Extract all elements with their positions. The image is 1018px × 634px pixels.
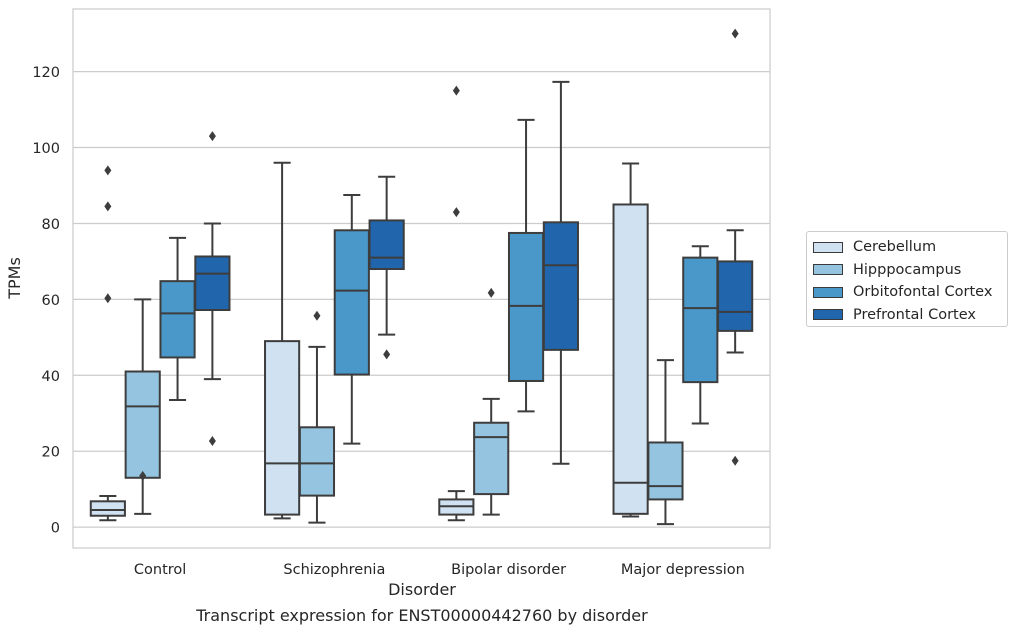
box-iqr bbox=[124, 370, 161, 479]
box-iqr bbox=[647, 441, 684, 501]
box-hipppocampus bbox=[647, 359, 684, 526]
legend-label: Orbitofontal Cortex bbox=[853, 284, 993, 301]
outlier-point bbox=[383, 349, 391, 360]
y-tick-label: 80 bbox=[42, 217, 60, 233]
legend: Cerebellum Hipppocampus Orbitofontal Cor… bbox=[806, 231, 1008, 327]
x-tick-label: Schizophrenia bbox=[283, 562, 385, 578]
legend-item-cerebellum: Cerebellum bbox=[813, 236, 1007, 259]
y-tick-label: 20 bbox=[42, 445, 60, 461]
box-iqr bbox=[298, 426, 336, 497]
box-hipppocampus bbox=[473, 287, 510, 516]
y-axis-ticks: 0 20 40 60 80 100 120 bbox=[32, 65, 60, 536]
box-iqr bbox=[717, 260, 754, 332]
chart-caption: Transcript expression for ENST0000044276… bbox=[196, 606, 648, 625]
box-iqr bbox=[264, 340, 301, 516]
box-hipppocampus bbox=[298, 310, 336, 524]
outlier-point bbox=[139, 470, 147, 481]
box-iqr bbox=[507, 231, 545, 382]
box-hipppocampus bbox=[124, 298, 161, 515]
box-cerebellum bbox=[612, 162, 649, 518]
y-tick-label: 40 bbox=[42, 369, 60, 385]
box-iqr bbox=[542, 221, 579, 351]
outlier-point bbox=[731, 28, 739, 39]
box-orbitofontal-cortex bbox=[507, 118, 545, 413]
outlier-point bbox=[208, 131, 216, 142]
box-iqr bbox=[473, 421, 510, 496]
y-tick-label: 120 bbox=[32, 65, 60, 81]
box-iqr bbox=[89, 500, 126, 517]
outlier-point bbox=[452, 207, 460, 218]
outlier-point bbox=[208, 435, 216, 446]
box-prefrontal-cortex bbox=[368, 175, 405, 360]
legend-label: Cerebellum bbox=[853, 239, 937, 256]
x-tick-label: Major depression bbox=[621, 562, 745, 578]
box-prefrontal-cortex bbox=[542, 80, 579, 465]
box-iqr bbox=[682, 256, 719, 384]
box-cerebellum bbox=[264, 161, 301, 520]
box-orbitofontal-cortex bbox=[333, 193, 370, 445]
outlier-point bbox=[487, 287, 495, 298]
outlier-point bbox=[104, 165, 112, 176]
outlier-point bbox=[104, 201, 112, 212]
box-orbitofontal-cortex bbox=[682, 245, 719, 425]
outlier-point bbox=[104, 293, 112, 304]
box-prefrontal-cortex bbox=[194, 131, 231, 446]
legend-label: Prefrontal Cortex bbox=[853, 306, 976, 323]
y-tick-label: 0 bbox=[51, 521, 60, 537]
plot-area bbox=[89, 28, 754, 526]
box-cerebellum bbox=[438, 85, 475, 522]
legend-item-prefrontal-cortex: Prefrontal Cortex bbox=[813, 304, 1007, 327]
x-tick-label: Bipolar disorder bbox=[451, 562, 566, 578]
outlier-point bbox=[313, 310, 321, 321]
box-prefrontal-cortex bbox=[717, 28, 754, 466]
y-axis-label: TPMs bbox=[5, 257, 24, 300]
box-iqr bbox=[612, 203, 649, 515]
outlier-point bbox=[452, 85, 460, 96]
legend-swatch bbox=[813, 241, 843, 253]
x-axis-label: Disorder bbox=[388, 580, 456, 599]
box-orbitofontal-cortex bbox=[159, 236, 196, 401]
y-tick-label: 60 bbox=[42, 293, 60, 309]
legend-swatch bbox=[813, 309, 843, 321]
plot-frame bbox=[72, 8, 771, 549]
box-iqr bbox=[194, 255, 231, 312]
legend-item-hippocampus: Hipppocampus bbox=[813, 259, 1007, 282]
box-cerebellum bbox=[89, 165, 126, 522]
outlier-point bbox=[731, 455, 739, 466]
box-iqr bbox=[333, 229, 370, 376]
legend-item-orbitofrontal-cortex: Orbitofontal Cortex bbox=[813, 281, 1007, 304]
box-iqr bbox=[368, 219, 405, 271]
x-tick-label: Control bbox=[134, 562, 186, 578]
x-axis-ticks: Control Schizophrenia Bipolar disorder Majo… bbox=[134, 562, 745, 578]
legend-swatch bbox=[813, 264, 843, 276]
legend-swatch bbox=[813, 286, 843, 298]
box-iqr bbox=[159, 280, 196, 359]
legend-label: Hipppocampus bbox=[853, 261, 962, 278]
y-tick-label: 100 bbox=[32, 141, 60, 157]
